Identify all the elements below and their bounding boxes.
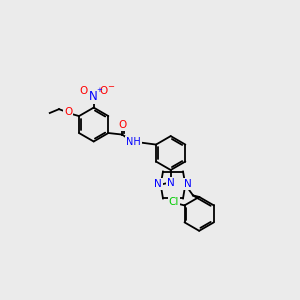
Text: O: O bbox=[80, 86, 88, 96]
Text: O: O bbox=[100, 86, 108, 96]
Text: O: O bbox=[64, 107, 72, 117]
Text: O: O bbox=[118, 119, 126, 130]
Text: N: N bbox=[89, 90, 98, 103]
Text: N: N bbox=[154, 179, 162, 189]
Text: NH: NH bbox=[126, 137, 141, 147]
Text: +: + bbox=[96, 87, 102, 93]
Text: Cl: Cl bbox=[169, 197, 179, 207]
Text: N: N bbox=[167, 178, 175, 188]
Text: −: − bbox=[107, 82, 114, 91]
Text: N: N bbox=[184, 179, 191, 189]
